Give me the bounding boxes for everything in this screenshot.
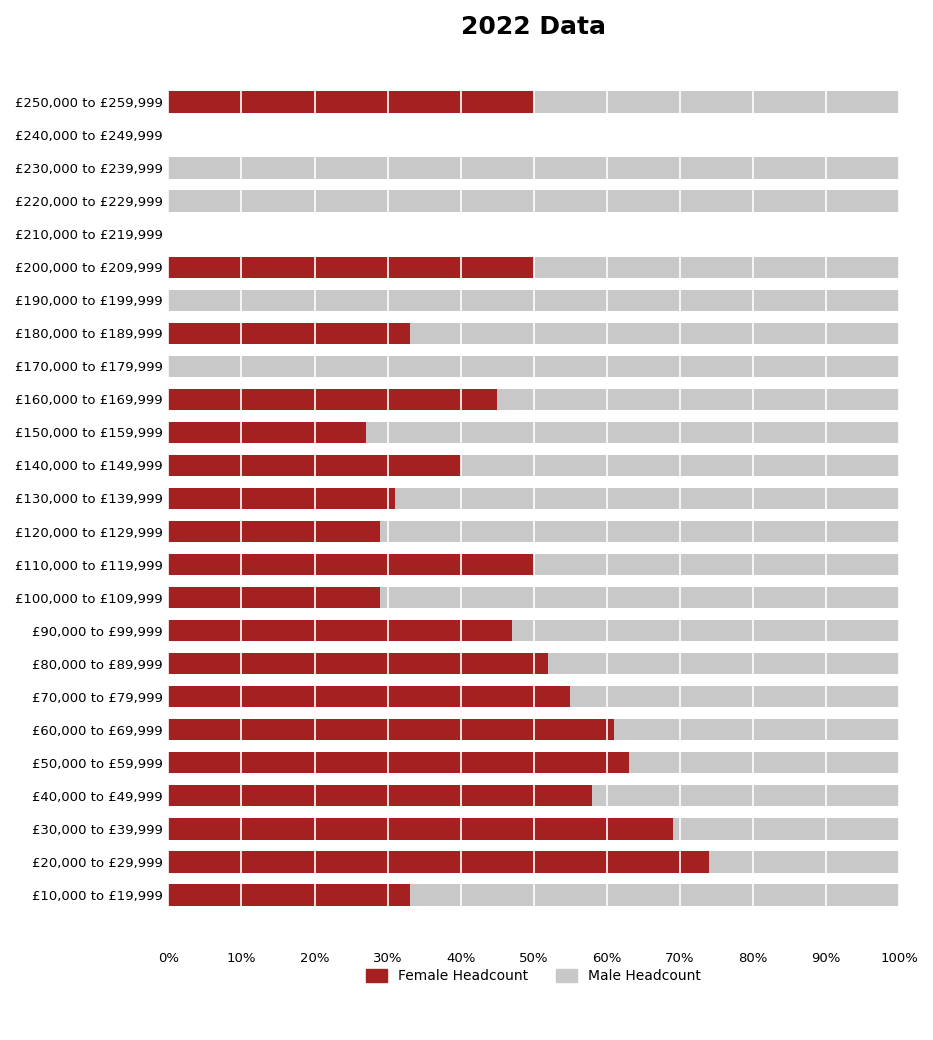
Bar	[169, 653, 549, 674]
Bar	[169, 322, 899, 344]
Bar	[169, 653, 899, 674]
Bar	[169, 257, 899, 278]
Bar	[169, 587, 899, 608]
Bar	[169, 157, 899, 179]
Bar	[169, 454, 461, 476]
Bar	[169, 521, 381, 542]
Bar	[169, 554, 534, 575]
Bar	[169, 884, 410, 906]
Bar	[169, 620, 512, 642]
Bar	[169, 356, 899, 378]
Bar	[169, 686, 570, 707]
Bar	[169, 389, 899, 410]
Bar	[169, 587, 381, 608]
Bar	[169, 686, 899, 707]
Title: 2022 Data: 2022 Data	[461, 15, 606, 40]
Bar	[169, 851, 709, 873]
Legend: Female Headcount, Male Headcount: Female Headcount, Male Headcount	[361, 963, 706, 989]
Bar	[169, 92, 899, 113]
Bar	[169, 421, 366, 443]
Bar	[169, 92, 534, 113]
Bar	[169, 785, 899, 806]
Bar	[169, 257, 534, 278]
Bar	[169, 752, 899, 774]
Bar	[169, 289, 899, 311]
Bar	[169, 719, 899, 740]
Bar	[169, 818, 673, 839]
Bar	[169, 884, 899, 906]
Bar	[169, 818, 899, 839]
Bar	[169, 521, 899, 542]
Bar	[169, 554, 899, 575]
Bar	[169, 488, 395, 510]
Bar	[169, 719, 614, 740]
Bar	[169, 190, 899, 212]
Bar	[169, 785, 592, 806]
Bar	[169, 752, 629, 774]
Bar	[169, 322, 410, 344]
Bar	[169, 488, 899, 510]
Bar	[169, 620, 899, 642]
Bar	[169, 851, 899, 873]
Bar	[169, 421, 899, 443]
Bar	[169, 454, 899, 476]
Bar	[169, 389, 497, 410]
